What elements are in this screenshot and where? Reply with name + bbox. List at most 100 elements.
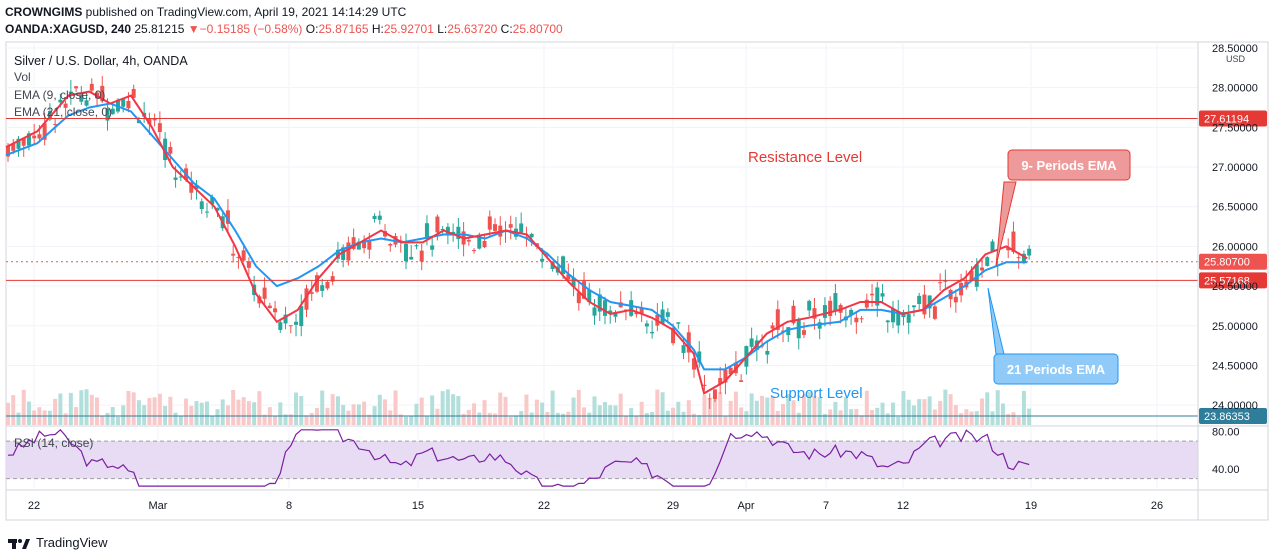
volume-bar [817, 397, 822, 425]
low-value: 25.63720 [447, 22, 498, 36]
legend-vol: Vol [14, 70, 31, 84]
change-arrow-icon: ▼ [187, 22, 200, 36]
candle-body [906, 314, 911, 323]
candle-body [89, 83, 94, 91]
candle-body [650, 331, 655, 334]
candle-body [189, 182, 194, 193]
candle-body [1021, 253, 1026, 263]
x-tick-label: 26 [1151, 500, 1163, 512]
volume-bar [199, 402, 204, 425]
candle-body [597, 294, 602, 312]
volume-bar [309, 412, 314, 425]
volume-bar [702, 394, 707, 425]
volume-bar [231, 389, 236, 425]
candle-body [896, 310, 901, 326]
volume-bar [383, 399, 388, 425]
volume-bar [613, 405, 618, 425]
x-tick-label: 8 [286, 500, 292, 512]
volume-bar [184, 398, 189, 425]
volume-bar [917, 399, 922, 425]
volume-bar [828, 409, 833, 425]
candle-body [388, 243, 393, 246]
price-tag-label: 23.86353 [1204, 411, 1250, 423]
candle-body [571, 277, 576, 287]
volume-bar [870, 410, 875, 425]
candle-body [980, 267, 985, 271]
volume-bar [356, 404, 361, 425]
volume-bar [79, 390, 84, 425]
legend-ema21: EMA (21, close, 0) [14, 105, 113, 119]
candle-body [676, 322, 681, 324]
volume-bar [927, 396, 932, 425]
volume-bar [11, 395, 16, 425]
support-label: Support Level [770, 385, 863, 402]
volume-bar [519, 411, 524, 425]
candle-body [419, 250, 424, 262]
candle-body [157, 123, 162, 132]
candle-body [314, 275, 319, 292]
y-tick-label: 26.00000 [1212, 241, 1258, 253]
volume-bar [801, 394, 806, 425]
volume-bar [131, 392, 136, 425]
candlesticks [6, 75, 1032, 410]
candle-body [854, 317, 859, 323]
volume-bar [629, 408, 634, 425]
volume-bar [896, 416, 901, 425]
candle-body [482, 240, 487, 248]
candle-body [225, 210, 230, 224]
volume-bar [6, 402, 10, 425]
volume-bar [283, 414, 288, 425]
candle-body [477, 234, 482, 249]
chart-title: Silver / U.S. Dollar, 4h, OANDA [14, 54, 188, 68]
candle-body [922, 294, 927, 315]
volume-bar [723, 416, 728, 425]
candle-body [204, 211, 209, 213]
ohlc-line: OANDA:XAGUSD, 240 25.81215 ▼−0.15185 (−0… [5, 22, 563, 36]
candle-body [875, 287, 880, 306]
candle-body [859, 318, 864, 320]
volume-bar [215, 409, 220, 425]
x-tick-label: 7 [823, 500, 829, 512]
candle-body [634, 312, 639, 315]
candle-body [749, 338, 754, 347]
volume-bar [63, 413, 68, 425]
ema9-callout-box [1007, 149, 1131, 181]
volume-bar [152, 397, 157, 425]
volume-bar [807, 391, 812, 425]
y-tick-label: 25.50000 [1212, 281, 1258, 293]
volume-bar [1000, 403, 1005, 425]
candle-body [791, 305, 796, 324]
tradingview-logo[interactable]: TradingView [8, 535, 108, 550]
candle-body [341, 247, 346, 260]
candle-body [833, 293, 838, 311]
price-tag-label: 25.80700 [1204, 257, 1250, 269]
candle-body [608, 310, 613, 314]
volume-bar [843, 397, 848, 425]
candle-body [812, 308, 817, 319]
candle-body [210, 197, 215, 205]
candle-body [42, 123, 47, 140]
volume-bar [173, 412, 178, 425]
volume-bar [980, 398, 985, 425]
symbol-label[interactable]: OANDA:XAGUSD, 240 [5, 22, 132, 36]
candle-body [168, 146, 173, 154]
candle-body [414, 245, 419, 247]
volume-bar [409, 416, 414, 425]
volume-bar [341, 404, 346, 425]
volume-bar [597, 405, 602, 425]
low-label: L: [437, 22, 448, 36]
volume-bar [681, 411, 686, 425]
volume-bar [566, 411, 571, 425]
candle-body [671, 327, 676, 344]
volume-bar [754, 400, 759, 425]
volume-bar [58, 393, 63, 425]
candle-body [990, 241, 995, 252]
volume-bar [692, 413, 697, 425]
volume-bar [1016, 416, 1021, 425]
volume-bar [278, 402, 283, 425]
candle-body [84, 100, 89, 106]
candle-body [362, 241, 367, 249]
volume-bar [100, 415, 105, 425]
candle-body [1016, 257, 1021, 259]
